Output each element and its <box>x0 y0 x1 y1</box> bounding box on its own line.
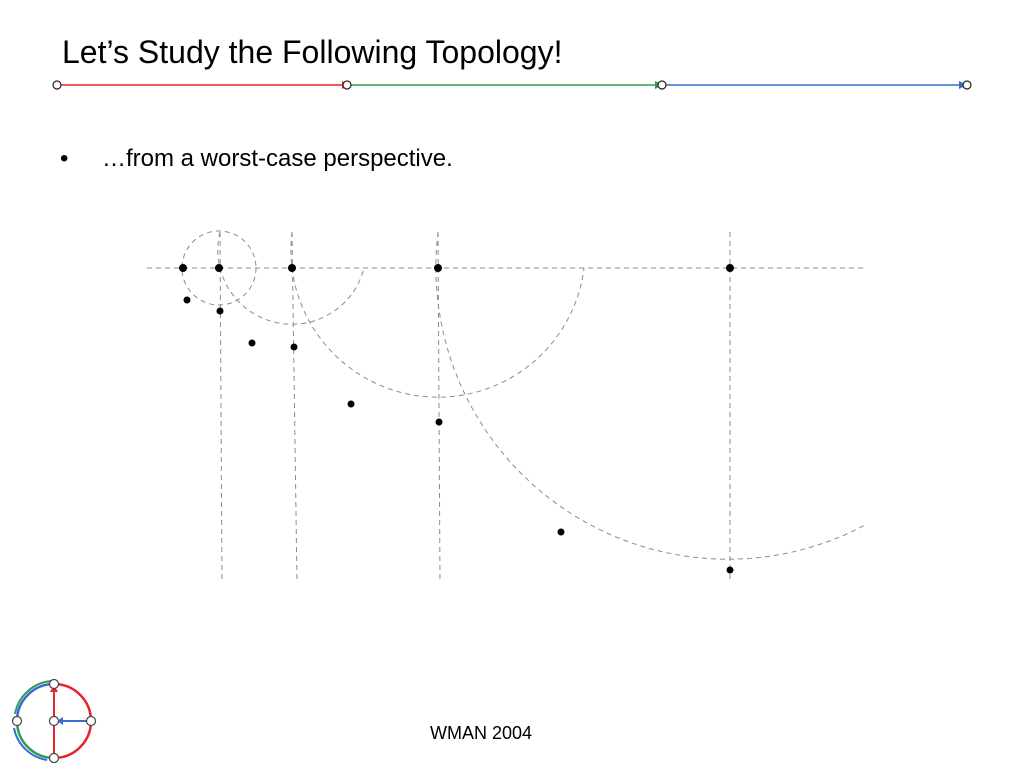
logo-node <box>48 678 60 690</box>
range-circle <box>181 230 257 306</box>
title-rule-node <box>657 80 667 90</box>
logo-arc-blue <box>15 682 55 722</box>
logo-arc-green <box>15 720 55 760</box>
logo-node <box>11 715 23 727</box>
logo-spoke-arrow <box>57 717 63 725</box>
topology-node <box>216 307 224 315</box>
network-logo-icon <box>11 678 97 764</box>
vertical-guide-line <box>219 231 223 584</box>
title-rule-node <box>342 80 352 90</box>
topology-node <box>726 566 734 574</box>
topology-node <box>179 264 187 272</box>
topology-nodes <box>179 264 734 574</box>
footer-text: WMAN 2004 <box>430 723 533 743</box>
topology-node <box>434 264 442 272</box>
vertical-guide-line <box>437 231 441 584</box>
logo-node <box>85 715 97 727</box>
bullet-marker: • <box>60 145 69 172</box>
bullet-list: • …from a worst-case perspective. <box>60 143 453 175</box>
logo-node <box>48 715 60 727</box>
range-circles <box>181 230 866 560</box>
bullet-item: • …from a worst-case perspective. <box>60 143 453 175</box>
range-arc <box>290 231 585 398</box>
range-arc <box>217 231 365 325</box>
topology-node <box>215 264 223 272</box>
topology-node <box>290 343 298 351</box>
title-rule-node <box>962 80 972 90</box>
topology-node <box>726 264 734 272</box>
title-rule-node <box>52 80 62 90</box>
slide-title: Let’s Study the Following Topology! <box>62 34 563 70</box>
guide-lines <box>147 231 865 584</box>
topology-node <box>347 400 355 408</box>
topology-node <box>435 418 443 426</box>
topology-node <box>557 528 565 536</box>
range-arc <box>435 231 866 560</box>
topology-node <box>183 296 191 304</box>
vertical-guide-line <box>291 231 298 584</box>
logo-node <box>48 752 60 764</box>
logo-arc-green-outer <box>14 680 55 715</box>
topology-node <box>248 339 256 347</box>
bullet-text: …from a worst-case perspective. <box>102 145 453 172</box>
topology-node <box>288 264 296 272</box>
title-rule <box>52 80 972 90</box>
logo-arc-blue-outer <box>13 727 48 761</box>
